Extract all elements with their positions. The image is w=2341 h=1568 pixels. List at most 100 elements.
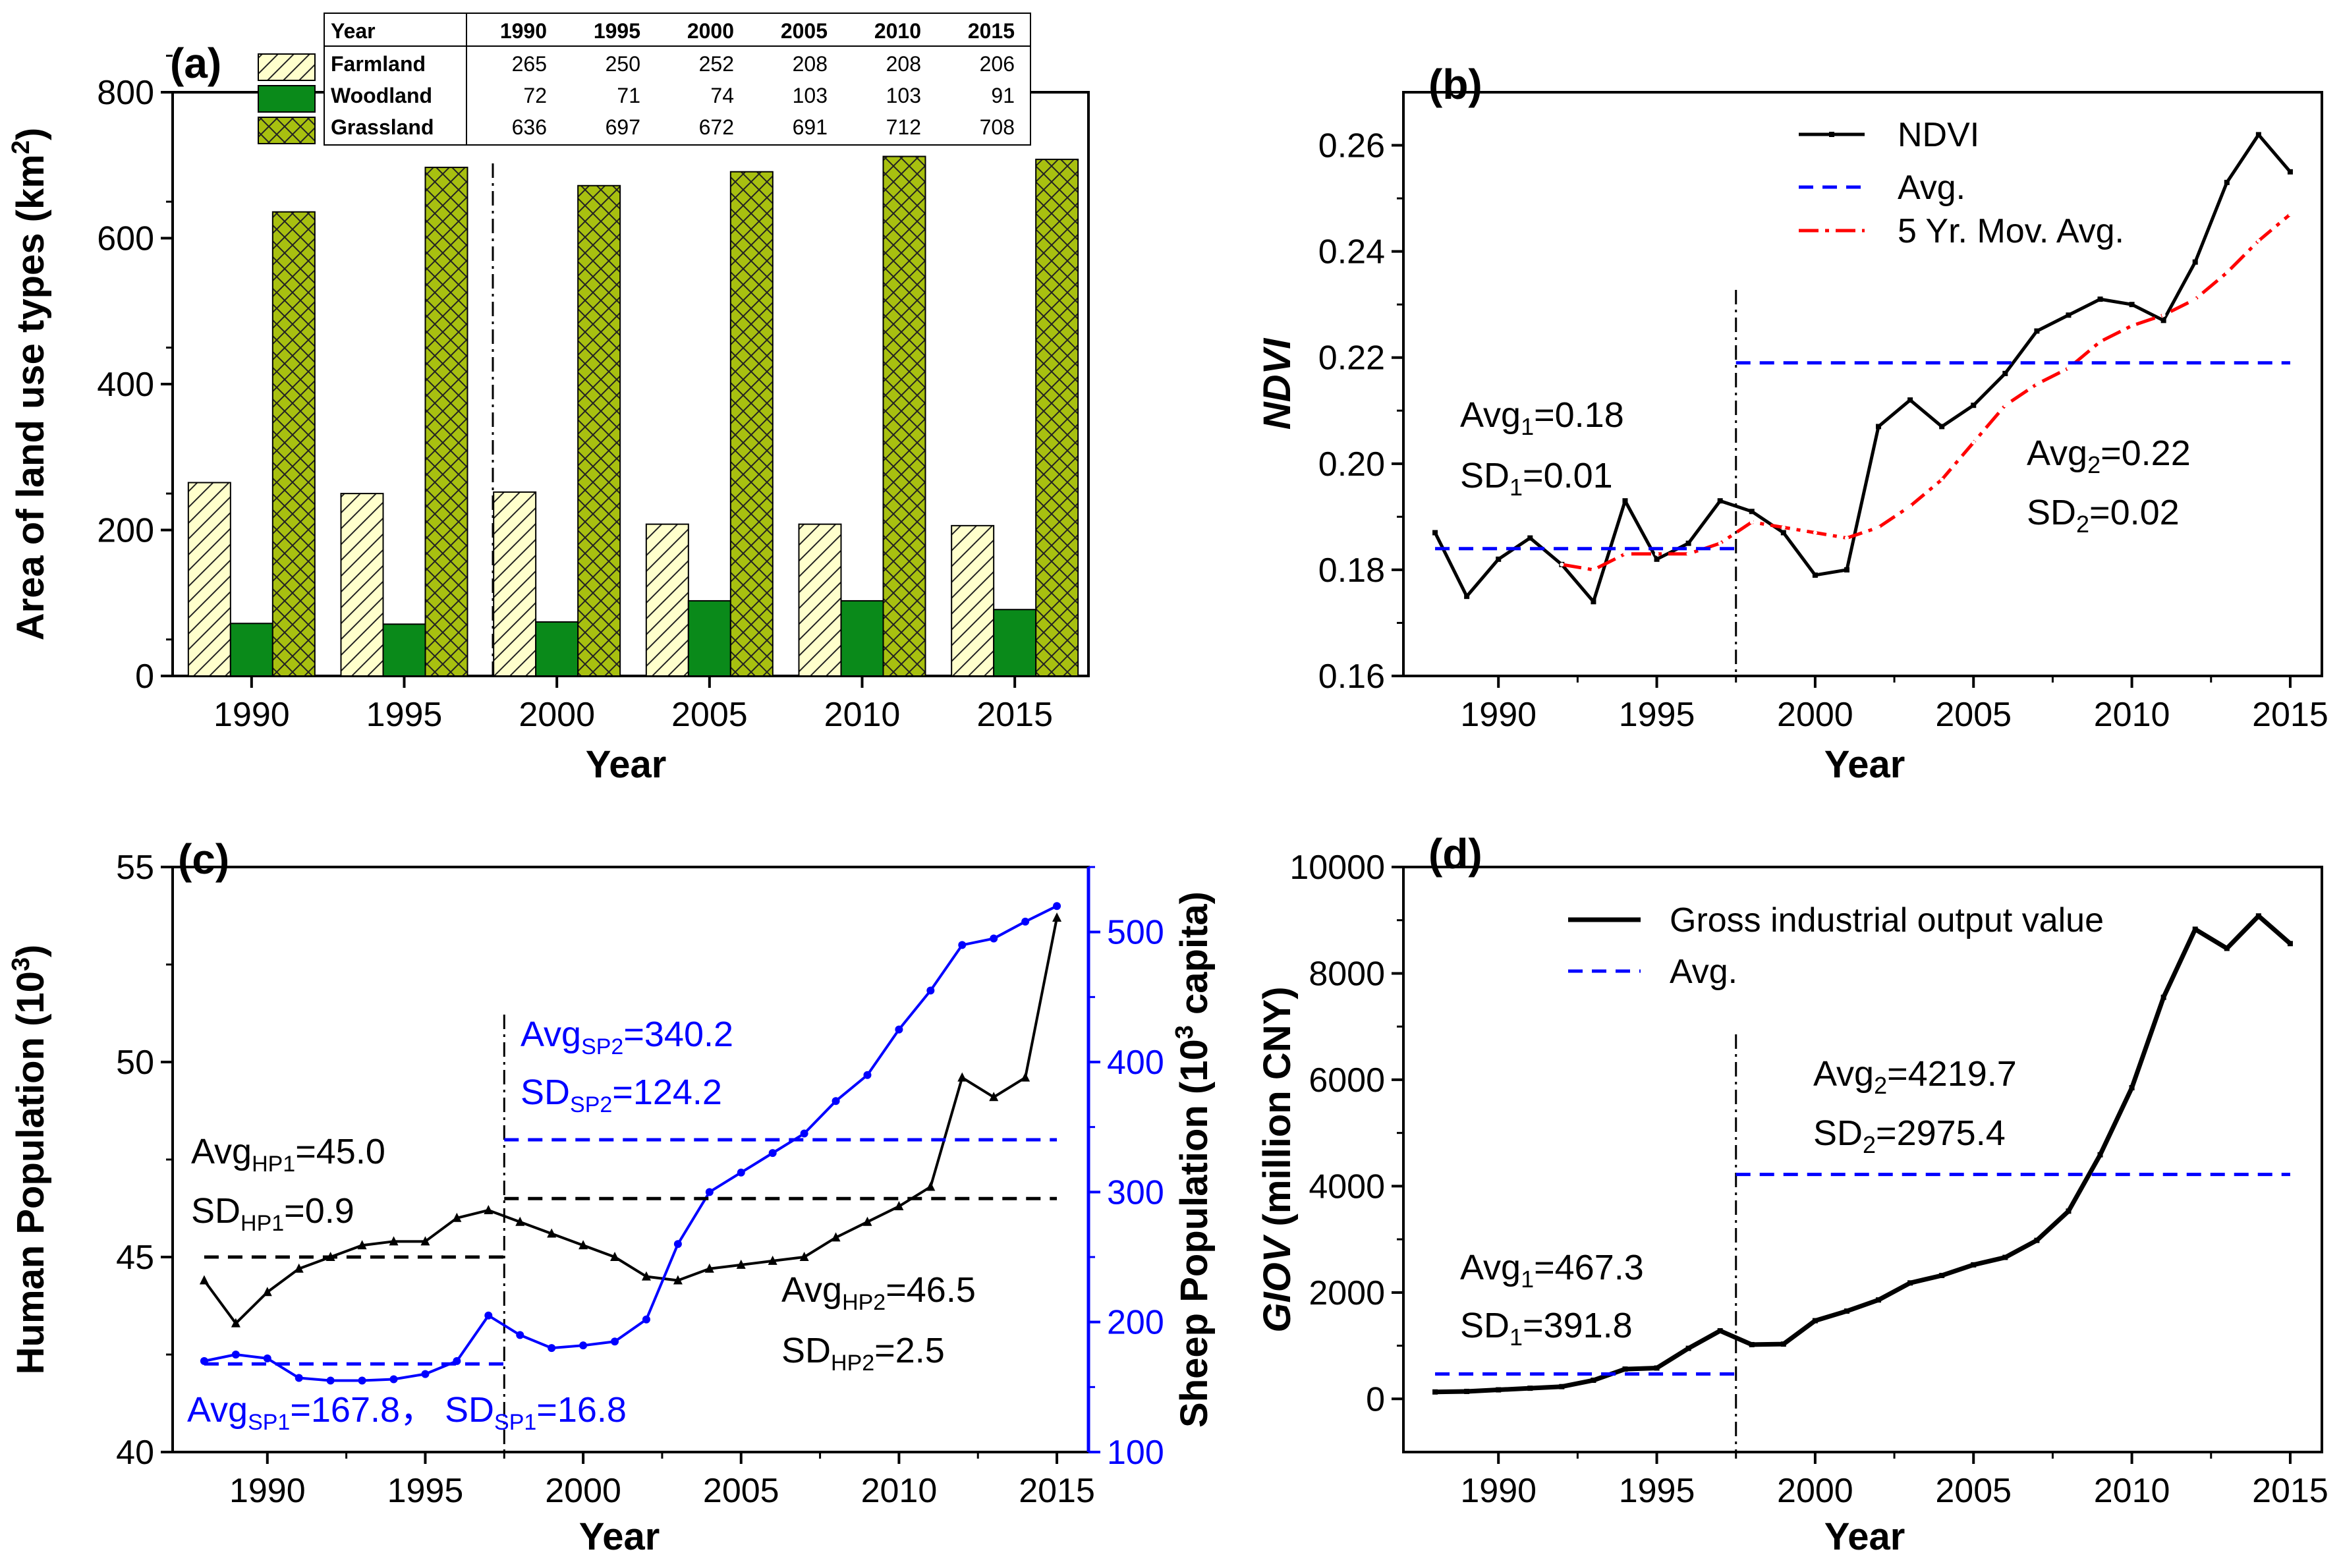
panel-b-annotation-sd2: SD2=0.02 [2027,493,2180,538]
panel-b-legend-ndvi-marker [1829,132,1834,137]
panel-a-y-tick-label: 200 [97,512,154,550]
panel-c-sheep-population-point-1992 [326,1376,335,1385]
panel-c-annotation-sdhp1: SDHP1=0.9 [191,1191,354,1236]
panel-d-y-tick-label: 0 [1366,1380,1385,1418]
panel-d-gross-industrial-output-value-point-2002 [1876,1297,1882,1303]
panel-c-sheep-population-point-2008 [832,1097,840,1106]
panel-a-y-axis-title-end: ) [9,128,52,140]
panel-d-gross-industrial-output-value-point-2014 [2255,913,2261,919]
panel-c-annotation-avgsp1-sdsp1: AvgSP1=167.8， SDSP1=16.8 [187,1390,627,1435]
panel-d-gross-industrial-output-value-point-1989 [1464,1388,1470,1394]
panel-b-5-yr-mov-avg-point-2014 [2256,238,2261,243]
panel-a-legend-swatch-grassland [258,117,316,144]
panel-c-x-tick-label: 1995 [387,1472,464,1510]
panel-d-gross-industrial-output-value-point-2012 [2192,926,2198,932]
panel-c-series [199,902,1062,1452]
panel-a-bar-grassland-1990 [271,211,316,677]
panel-b-5-yr-mov-avg-point-1998 [1749,520,1754,524]
panel-d-gross-industrial-output-value-point-2001 [1844,1308,1849,1314]
panel-b-5-yr-mov-avg-point-2001 [1844,536,1849,540]
panel-d-gross-industrial-output-value-point-1991 [1527,1386,1533,1391]
panel-c-annotation-sdhp2: SDHP2=2.5 [781,1331,945,1376]
panel-d-y-tick-label: 4000 [1309,1167,1385,1206]
panel-d-gross-industrial-output-value-point-2006 [2002,1254,2008,1260]
panel-a-x-axis-title: Year [586,743,667,786]
panel-b-5-yr-mov-avg-point-1994 [1623,551,1627,556]
panel-d-y-tick-label: 10000 [1289,849,1385,887]
panel-a-table-cell-farmland-2000: 252 [699,52,734,76]
panel-c-human-population-point-1993 [357,1240,367,1250]
panel-d-x-ticks: 1990 1995 2000 2005 2010 2015 [1460,1452,2328,1510]
panel-a-legend-swatch-farmland [258,53,316,81]
panel-a-bar-woodland-2005 [687,600,731,677]
panel-d-y-ticks: 0 2000 4000 6000 8000 10000 [1289,849,1403,1418]
panel-a-table-header-2015: 2015 [968,19,1015,43]
panel-c-sheep-population-point-2006 [768,1149,777,1158]
panel-b-legend-ndvi-label: NDVI [1898,116,1979,154]
panel-b-y-axis-title: NDVI [1256,337,1299,430]
panel-a-table-cell-woodland-2015: 91 [991,84,1015,107]
panel-b-legend: NDVI Avg. 5 Yr. Mov. Avg. [1799,116,2124,250]
panel-c-right-y-tick-label: 500 [1107,914,1164,952]
panel-d-x-tick-label: 2010 [2094,1472,2170,1510]
panel-a-bar-woodland-2000 [535,621,579,677]
panel-c-sheep-population-point-1994 [389,1375,398,1384]
panel-c-sheep-population-point-2009 [863,1071,872,1079]
panel-a-legend [258,53,316,144]
panel-c-sheep-population-point-2003 [673,1240,682,1248]
panel-c-x-tick-label: 2000 [545,1472,621,1510]
panel-a-table-cell-woodland-2010: 103 [886,84,921,107]
panel-a-table-cell-woodland-2005: 103 [793,84,828,107]
panel-a-table-cell-woodland-2000: 74 [710,84,734,107]
panel-c-sheep-population-point-1990 [263,1354,271,1362]
panel-a-bar-farmland-1995 [340,493,384,677]
panel-c-x-tick-label: 2015 [1019,1472,1095,1510]
panel-d-gross-industrial-output-value-point-1996 [1685,1345,1691,1351]
panel-c-sheep-population-point-2015 [1053,902,1061,910]
panel-d-gross-industrial-output-value-point-1998 [1749,1341,1755,1347]
panel-b-legend-avg-label: Avg. [1898,169,1965,207]
panel-a-y-ticks: 0 200 400 600 800 [97,55,173,696]
panel-c-human-population-point-2015 [1052,912,1062,922]
panel-a-table-header-1990: 1990 [500,19,547,43]
panel-b-5-yr-mov-avg-point-2010 [2129,323,2134,328]
panel-a-table-cell-grassland-2010: 712 [886,115,921,139]
panel-c-annotation-sdsp2: SDSP2=124.2 [521,1073,722,1117]
panel-d-legend-giov-label: Gross industrial output value [1670,901,2104,939]
panel-c-human-population-point-2011 [926,1181,936,1191]
panel-a-x-tick-label: 2005 [671,696,748,734]
panel-d-x-tick-label: 2015 [2252,1472,2328,1510]
panel-a-x-tick-label: 2000 [519,696,595,734]
panel-c-label: (c) [178,835,229,883]
panel-b-ndvi-point-2002 [1876,424,1882,430]
panel-a-bar-grassland-2010 [882,155,926,677]
panel-a-y-tick-label: 800 [97,74,154,112]
panel-c-right-y-tick-label: 300 [1107,1173,1164,1212]
panel-a-x-tick-label: 1990 [213,696,290,734]
panel-c-right-y-tick-label: 100 [1107,1434,1164,1472]
panel-d-x-tick-label: 1990 [1460,1472,1537,1510]
panel-d-legend-avg-label: Avg. [1670,953,1737,991]
panel-b-ndvi-point-1998 [1749,509,1755,515]
panel-c-sheep-population-point-1989 [231,1351,240,1358]
panel-c-sheep-population-point-2012 [958,941,967,949]
panel-b-x-tick-label: 2015 [2252,696,2328,734]
panel-a-table-header-year: Year [331,19,376,43]
panel-c-sheep-population-point-2002 [642,1315,650,1324]
panel-c-right-y-tick-label: 200 [1107,1304,1164,1342]
panel-d-gross-industrial-output-value-point-1997 [1717,1328,1723,1333]
panel-b-x-ticks: 1990 1995 2000 2005 2010 2015 [1460,676,2328,734]
panel-b-ndvi-point-1999 [1780,530,1786,536]
panel-c-human-population-point-2008 [831,1232,841,1242]
panel-c-human-population-point-2006 [768,1255,777,1265]
panel-c-human-population-point-1995 [420,1236,430,1246]
panel-b-ndvi-point-2009 [2097,296,2103,302]
panel-c-human-population-point-2002 [641,1271,651,1281]
panel-d-gross-industrial-output-value-point-2015 [2287,941,2293,947]
panel-b-5-yr-mov-avg-line [1561,213,2292,572]
panel-a-table-row-grassland-label: Grassland [331,115,434,139]
panel-a-bar-woodland-1990 [229,623,273,677]
panel-a-legend-swatch-woodland [258,85,316,113]
panel-b-ndvi-point-2015 [2287,169,2293,175]
